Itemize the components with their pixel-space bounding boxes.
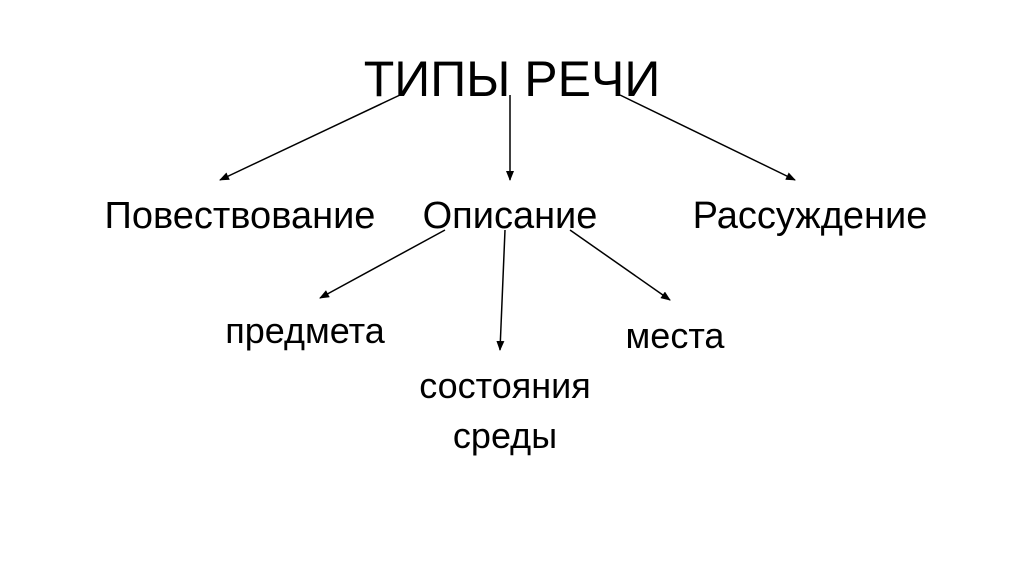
node-place: места <box>626 315 725 357</box>
node-reasoning: Рассуждение <box>693 195 928 238</box>
node-narration: Повествование <box>105 195 376 238</box>
node-root: ТИПЫ РЕЧИ <box>364 50 661 108</box>
node-object: предмета <box>225 310 384 352</box>
edge-3 <box>320 230 445 298</box>
node-state-line2: среды <box>453 415 557 457</box>
node-state-line1: состояния <box>419 365 591 407</box>
edge-5 <box>570 230 670 300</box>
edge-4 <box>500 230 505 350</box>
node-description: Описание <box>423 195 598 238</box>
